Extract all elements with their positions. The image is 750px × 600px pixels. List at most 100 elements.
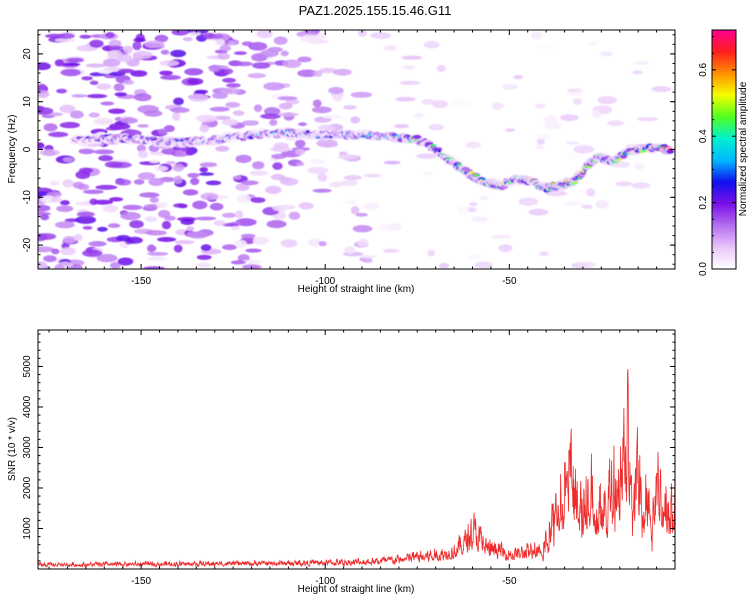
- spectrogram-noise-blob: [116, 235, 131, 242]
- spectrogram-noise-blob: [632, 70, 643, 75]
- spectrogram-noise-blob: [172, 112, 181, 121]
- spectrogram-noise-blob: [318, 241, 327, 247]
- spectrogram-noise-blob: [78, 167, 94, 174]
- spectrogram-noise-blob: [89, 80, 99, 86]
- spectrogram-ridge-blob: [436, 147, 443, 152]
- spectrogram-noise-blob: [54, 59, 64, 67]
- spectrogram-noise-blob: [215, 145, 230, 152]
- y-tick-label: 10: [22, 96, 33, 108]
- spectrogram-noise-blob: [122, 80, 135, 85]
- spectrogram-noise-blob: [173, 203, 187, 208]
- spectrogram-noise-blob: [81, 76, 93, 81]
- spectrogram-noise-blob: [62, 157, 74, 163]
- x-tick-label: -150: [131, 276, 151, 287]
- spectrogram-noise-blob: [117, 68, 135, 74]
- spectrogram-noise-blob: [241, 259, 262, 264]
- spectrogram-noise-blob: [108, 39, 122, 48]
- spectrogram-noise-blob: [199, 124, 210, 133]
- spectrogram-noise-blob: [235, 154, 252, 164]
- spectrogram-noise-blob: [72, 181, 85, 189]
- spectrogram-noise-blob: [269, 119, 278, 126]
- spectrogram-noise-blob: [297, 69, 318, 78]
- spectrogram-noise-blob: [631, 182, 651, 189]
- figure-title: PAZ1.2025.155.15.46.G11: [299, 3, 452, 18]
- spectrogram-noise-blob: [49, 180, 60, 186]
- x-tick-label: -100: [315, 576, 335, 587]
- spectrogram-noise-blob: [355, 212, 369, 217]
- spectrogram-noise-blob: [298, 202, 314, 210]
- spectrogram-noise-blob: [100, 101, 115, 106]
- spectrogram-noise-blob: [513, 74, 523, 80]
- spectrogram-ylabel: Frequency (Hz): [7, 115, 18, 184]
- spectrogram-noise-blob: [235, 183, 250, 192]
- spectrogram-noise-blob: [186, 78, 204, 85]
- spectrogram-noise-blob: [344, 175, 362, 181]
- spectrogram-noise-blob: [122, 204, 143, 210]
- spectrogram-noise-blob: [60, 247, 76, 256]
- spectrogram-noise-blob: [382, 248, 400, 253]
- spectrogram-noise-blob: [260, 49, 279, 58]
- spectrogram-noise-blob: [214, 39, 226, 46]
- spectrogram-noise-blob: [170, 49, 187, 58]
- spectrogram-noise-blob: [161, 220, 172, 230]
- snr-background: [38, 330, 675, 569]
- spectrogram-noise-blob: [71, 94, 88, 98]
- spectrogram-noise-blob: [38, 246, 55, 253]
- spectrogram-noise-blob: [343, 199, 358, 205]
- spectrogram-ridge-blob: [305, 129, 310, 133]
- spectrogram-noise-blob: [157, 128, 168, 135]
- colorbar-gradient: [711, 29, 737, 270]
- spectrogram-noise-blob: [180, 219, 195, 225]
- spectrogram-noise-blob: [109, 45, 124, 50]
- spectrogram-noise-blob: [252, 62, 271, 69]
- spectrogram-noise-blob: [383, 45, 397, 51]
- spectrogram-noise-blob: [273, 142, 289, 150]
- spectrogram-noise-blob: [319, 67, 337, 74]
- spectrogram-noise-blob: [564, 153, 586, 160]
- spectrogram-noise-blob: [107, 50, 123, 58]
- spectrogram-noise-blob: [308, 238, 322, 247]
- spectrogram-noise-blob: [226, 83, 241, 88]
- spectrogram-noise-blob: [222, 244, 237, 251]
- spectrogram-noise-blob: [186, 226, 195, 232]
- spectrogram-noise-blob: [474, 261, 494, 269]
- spectrogram-noise-blob: [393, 124, 410, 129]
- spectrogram-noise-blob: [309, 158, 326, 164]
- spectrogram-noise-blob: [234, 239, 247, 248]
- spectrogram-noise-blob: [651, 86, 672, 93]
- spectrogram-ridge-blob: [620, 154, 628, 159]
- spectrogram-noise-blob: [182, 189, 199, 196]
- spectrogram-noise-blob: [329, 181, 343, 188]
- spectrogram-noise-blob: [217, 52, 231, 60]
- spectrogram-noise-blob: [38, 261, 47, 269]
- spectrogram-noise-blob: [51, 248, 60, 255]
- spectrogram-noise-blob: [219, 45, 232, 52]
- spectrogram-noise-blob: [256, 30, 273, 39]
- spectrogram-noise-blob: [93, 118, 114, 125]
- spectrogram-noise-blob: [399, 80, 421, 85]
- spectrogram-noise-blob: [196, 254, 212, 260]
- spectrogram-noise-blob: [172, 163, 185, 172]
- spectrogram-noise-blob: [86, 94, 108, 99]
- spectrogram-noise-blob: [235, 61, 253, 67]
- spectrogram-noise-blob: [171, 30, 189, 36]
- y-tick-label: 0: [22, 146, 33, 152]
- spectrogram-noise-blob: [634, 162, 645, 170]
- spectrogram-noise-blob: [422, 171, 434, 176]
- spectrogram-noise-blob: [208, 64, 221, 73]
- spectrogram-noise-blob: [436, 65, 446, 72]
- spectrogram-noise-blob: [230, 260, 246, 265]
- spectrogram-noise-blob: [298, 122, 307, 127]
- spectrogram-noise-blob: [205, 180, 222, 186]
- spectrogram-noise-blob: [278, 102, 293, 110]
- spectrogram-noise-blob: [103, 58, 121, 67]
- spectrogram-noise-blob: [137, 124, 150, 128]
- spectrogram-noise-blob: [235, 218, 257, 227]
- spectrogram-noise-blob: [146, 244, 156, 253]
- spectrogram-noise-blob: [185, 150, 195, 156]
- x-tick-label: -50: [502, 276, 517, 287]
- spectrogram-noise-blob: [213, 115, 232, 120]
- snr-series-line: [38, 368, 675, 568]
- spectrogram-noise-blob: [139, 192, 160, 198]
